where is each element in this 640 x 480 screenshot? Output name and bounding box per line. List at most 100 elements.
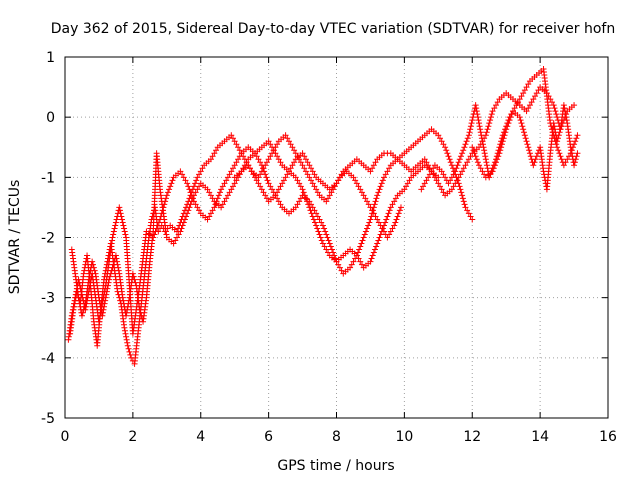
data-point bbox=[453, 165, 460, 172]
data-point bbox=[221, 198, 228, 205]
data-point bbox=[519, 123, 526, 130]
data-point bbox=[123, 333, 130, 340]
data-point bbox=[324, 234, 331, 241]
data-point bbox=[68, 312, 75, 319]
data-point bbox=[527, 153, 534, 160]
data-point bbox=[518, 120, 525, 127]
data-point bbox=[267, 183, 274, 190]
data-point bbox=[442, 144, 449, 151]
data-point bbox=[119, 216, 126, 223]
data-point bbox=[497, 147, 504, 154]
data-point bbox=[401, 186, 408, 193]
data-point bbox=[336, 264, 343, 271]
data-point bbox=[123, 312, 130, 319]
data-point bbox=[496, 150, 503, 157]
data-point bbox=[162, 198, 169, 205]
data-point bbox=[263, 159, 270, 166]
data-point bbox=[96, 315, 103, 322]
data-point bbox=[540, 168, 547, 175]
data-point bbox=[425, 174, 432, 181]
data-point bbox=[458, 189, 465, 196]
data-point bbox=[453, 177, 460, 184]
data-point bbox=[79, 309, 86, 316]
data-point bbox=[163, 192, 170, 199]
data-point bbox=[325, 195, 332, 202]
data-point bbox=[213, 198, 220, 205]
data-point bbox=[299, 150, 306, 157]
data-point bbox=[112, 252, 119, 259]
data-point bbox=[457, 153, 464, 160]
data-point bbox=[562, 111, 569, 118]
data-point bbox=[521, 132, 528, 139]
data-point bbox=[294, 153, 301, 160]
data-point bbox=[328, 189, 335, 196]
data-point bbox=[180, 219, 187, 226]
data-point bbox=[517, 117, 524, 124]
data-point bbox=[507, 114, 514, 121]
data-point bbox=[236, 147, 243, 154]
data-point bbox=[571, 159, 578, 166]
data-point bbox=[435, 132, 442, 139]
data-point bbox=[460, 198, 467, 205]
data-point bbox=[481, 171, 488, 178]
data-point bbox=[299, 186, 306, 193]
data-point bbox=[306, 198, 313, 205]
data-point bbox=[170, 240, 177, 247]
data-point bbox=[231, 162, 238, 169]
data-point bbox=[489, 168, 496, 175]
data-point bbox=[319, 240, 326, 247]
data-point bbox=[308, 177, 315, 184]
data-point bbox=[71, 300, 78, 307]
data-point bbox=[231, 180, 238, 187]
data-point bbox=[85, 288, 92, 295]
data-point bbox=[487, 117, 494, 124]
data-point bbox=[523, 84, 530, 91]
data-point bbox=[257, 171, 264, 178]
data-point bbox=[84, 294, 91, 301]
data-point bbox=[314, 213, 321, 220]
data-point bbox=[272, 150, 279, 157]
data-point bbox=[474, 159, 481, 166]
data-point bbox=[505, 120, 512, 127]
data-point bbox=[121, 324, 128, 331]
data-point bbox=[322, 228, 329, 235]
data-point bbox=[186, 204, 193, 211]
data-point bbox=[553, 111, 560, 118]
data-point bbox=[265, 156, 272, 163]
data-point bbox=[532, 156, 539, 163]
data-point bbox=[550, 120, 557, 127]
data-point bbox=[488, 111, 495, 118]
data-point bbox=[440, 189, 447, 196]
data-point bbox=[376, 186, 383, 193]
data-point bbox=[172, 237, 179, 244]
data-point bbox=[326, 240, 333, 247]
data-point bbox=[448, 186, 455, 193]
data-point bbox=[459, 168, 466, 175]
data-point bbox=[450, 171, 457, 178]
data-point bbox=[272, 192, 279, 199]
data-point bbox=[460, 147, 467, 154]
data-point bbox=[500, 135, 507, 142]
data-point bbox=[563, 114, 570, 121]
data-point bbox=[554, 144, 561, 151]
data-point bbox=[448, 174, 455, 181]
data-point bbox=[122, 330, 129, 337]
data-point bbox=[151, 231, 158, 238]
x-tick-label: 2 bbox=[128, 429, 137, 445]
data-point bbox=[229, 165, 236, 172]
data-point bbox=[474, 114, 481, 121]
data-point bbox=[467, 153, 474, 160]
data-point bbox=[304, 159, 311, 166]
data-point bbox=[521, 87, 528, 94]
data-point bbox=[267, 153, 274, 160]
data-point bbox=[224, 192, 231, 199]
data-point bbox=[463, 138, 470, 145]
data-point bbox=[516, 114, 523, 121]
data-point bbox=[285, 168, 292, 175]
data-point bbox=[358, 261, 365, 268]
data-point bbox=[506, 117, 513, 124]
data-point bbox=[75, 276, 82, 283]
data-point bbox=[535, 87, 542, 94]
data-point bbox=[282, 174, 289, 181]
data-point bbox=[169, 177, 176, 184]
